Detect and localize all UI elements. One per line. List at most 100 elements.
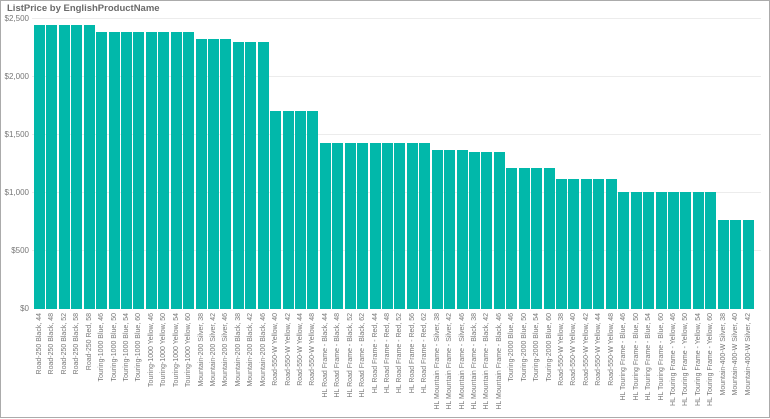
x-axis-label: HL Touring Frame - Blue, 60 bbox=[657, 313, 665, 401]
x-axis-label: HL Road Frame - Black, 52 bbox=[346, 313, 354, 398]
x-axis-label: Road-550-W Yellow, 44 bbox=[297, 313, 305, 386]
bar[interactable] bbox=[71, 25, 83, 309]
bar[interactable] bbox=[705, 192, 717, 309]
bar[interactable] bbox=[232, 42, 244, 309]
bar[interactable] bbox=[618, 192, 630, 309]
bar[interactable] bbox=[145, 31, 157, 309]
x-axis-label: HL Road Frame - Red, 44 bbox=[371, 313, 379, 394]
x-axis-label: Road-550-W Yellow, 40 bbox=[570, 313, 578, 386]
x-axis-label: Mountain-200 Silver, 42 bbox=[210, 313, 218, 387]
x-axis-label: Touring-2000 Blue, 60 bbox=[545, 313, 553, 382]
bar[interactable] bbox=[593, 178, 605, 309]
bar[interactable] bbox=[406, 142, 418, 309]
x-axis-label: HL Road Frame - Red, 52 bbox=[396, 313, 404, 394]
x-axis-label: HL Road Frame - Red, 48 bbox=[384, 313, 392, 394]
x-axis-label: Road-250 Red, 58 bbox=[85, 313, 93, 371]
bar[interactable] bbox=[369, 142, 381, 309]
bar[interactable] bbox=[34, 25, 45, 309]
x-axis-label: HL Touring Frame - Yellow, 54 bbox=[694, 313, 702, 406]
x-axis-label: HL Mountain Frame - Black, 46 bbox=[495, 313, 503, 410]
bar[interactable] bbox=[469, 152, 481, 309]
y-axis-tick-label: $500 bbox=[11, 245, 29, 255]
bar[interactable] bbox=[357, 142, 369, 309]
bar[interactable] bbox=[643, 192, 655, 309]
bar[interactable] bbox=[680, 192, 692, 309]
gridline bbox=[32, 134, 761, 136]
bar[interactable] bbox=[419, 142, 431, 309]
x-axis-label: Road-250 Black, 48 bbox=[48, 313, 56, 375]
bar[interactable] bbox=[667, 192, 679, 309]
x-axis-label: Mountain-200 Black, 38 bbox=[234, 313, 242, 387]
x-axis-label: Mountain-200 Black, 46 bbox=[259, 313, 267, 387]
bar[interactable] bbox=[195, 39, 207, 309]
bar[interactable] bbox=[307, 111, 319, 309]
bar[interactable] bbox=[344, 142, 356, 309]
bar[interactable] bbox=[431, 150, 443, 309]
bar[interactable] bbox=[717, 219, 729, 309]
y-axis-tick-label: $1,000 bbox=[4, 187, 29, 197]
x-axis-label: HL Road Frame - Black, 62 bbox=[359, 313, 367, 398]
bar[interactable] bbox=[531, 167, 543, 309]
bar[interactable] bbox=[394, 142, 406, 309]
bar[interactable] bbox=[121, 31, 132, 309]
bar[interactable] bbox=[133, 31, 145, 309]
bar[interactable] bbox=[382, 142, 394, 309]
x-axis-label: Touring-1000 Blue, 46 bbox=[98, 313, 106, 382]
x-axis-label: HL Road Frame - Black, 44 bbox=[321, 313, 329, 398]
bar[interactable] bbox=[568, 178, 580, 309]
bar[interactable] bbox=[332, 142, 344, 309]
bar[interactable] bbox=[245, 42, 257, 309]
bar[interactable] bbox=[730, 219, 742, 309]
bar[interactable] bbox=[444, 150, 456, 309]
bar[interactable] bbox=[518, 167, 530, 309]
bar[interactable] bbox=[257, 42, 269, 309]
x-axis-label: Touring-2000 Blue, 46 bbox=[508, 313, 516, 382]
x-axis-label: Road-250 Black, 58 bbox=[73, 313, 81, 375]
bar[interactable] bbox=[83, 25, 95, 309]
x-axis-label: HL Touring Frame - Blue, 46 bbox=[620, 313, 628, 401]
x-axis-label: Mountain-200 Silver, 38 bbox=[197, 313, 205, 387]
bar[interactable] bbox=[742, 219, 754, 309]
x-axis-label: Mountain-200 Silver, 46 bbox=[222, 313, 230, 387]
bar[interactable] bbox=[543, 167, 555, 309]
bar[interactable] bbox=[58, 25, 70, 309]
gridline bbox=[32, 18, 761, 19]
bar[interactable] bbox=[183, 31, 195, 309]
x-axis-label: Touring-1000 Yellow, 50 bbox=[160, 313, 168, 387]
bar[interactable] bbox=[295, 111, 307, 309]
x-axis-label: Road-550-W Yellow, 40 bbox=[272, 313, 280, 386]
bar[interactable] bbox=[580, 178, 592, 309]
bar[interactable] bbox=[158, 31, 170, 309]
x-axis-label: Road-550-W Yellow, 42 bbox=[284, 313, 292, 386]
bar[interactable] bbox=[96, 31, 108, 309]
x-axis-label: HL Mountain Frame - Silver, 38 bbox=[433, 313, 441, 410]
x-axis-label: Mountain-400-W Silver, 42 bbox=[744, 313, 752, 396]
x-axis-label: HL Touring Frame - Yellow, 60 bbox=[707, 313, 715, 406]
bar[interactable] bbox=[692, 192, 704, 309]
bar[interactable] bbox=[282, 111, 294, 309]
bar[interactable] bbox=[493, 152, 505, 309]
bar[interactable] bbox=[605, 178, 617, 309]
x-axis-label: HL Touring Frame - Blue, 54 bbox=[645, 313, 653, 401]
x-axis-label: HL Road Frame - Black, 48 bbox=[334, 313, 342, 398]
bar[interactable] bbox=[630, 192, 642, 309]
bar[interactable] bbox=[170, 31, 182, 309]
bar[interactable] bbox=[208, 39, 220, 309]
x-axis-label: Road-250 Black, 44 bbox=[36, 313, 43, 375]
bar[interactable] bbox=[556, 178, 568, 309]
bar[interactable] bbox=[220, 39, 232, 309]
bar[interactable] bbox=[655, 192, 667, 309]
x-axis-label: HL Touring Frame - Yellow, 46 bbox=[669, 313, 677, 406]
bar[interactable] bbox=[481, 152, 493, 309]
bar[interactable] bbox=[319, 142, 331, 309]
x-axis-label: Mountain-400-W Silver, 40 bbox=[732, 313, 740, 396]
bar[interactable] bbox=[46, 25, 58, 309]
bar[interactable] bbox=[270, 111, 282, 309]
bar[interactable] bbox=[456, 150, 468, 309]
bar[interactable] bbox=[108, 31, 120, 309]
x-axis-label: Road-550-W Yellow, 38 bbox=[558, 313, 566, 386]
bar[interactable] bbox=[506, 167, 518, 309]
x-axis-label: Mountain-200 Black, 42 bbox=[247, 313, 255, 387]
